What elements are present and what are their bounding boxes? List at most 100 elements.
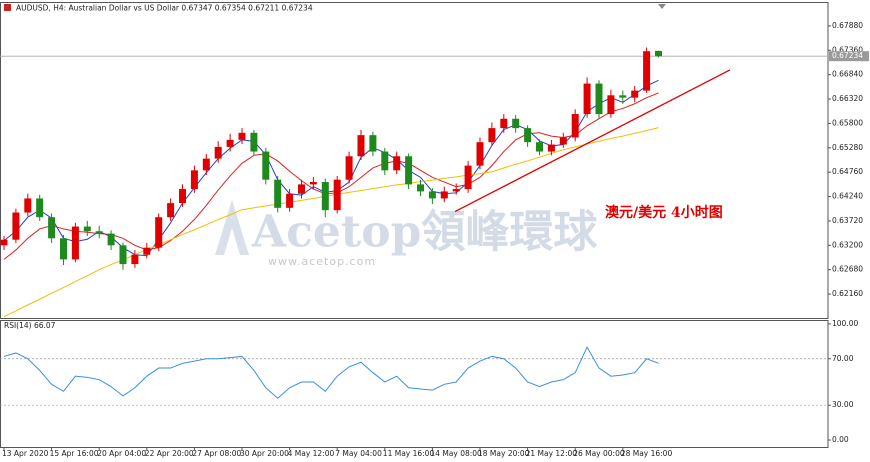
y-tick-label: 0.63720: [832, 216, 863, 225]
x-tick-label: 4 May 12:00: [288, 449, 335, 458]
x-tick-label: 26 May 00:00: [573, 449, 625, 458]
moving-average: [3, 127, 659, 318]
y-tick-label: 0.66320: [832, 94, 863, 103]
y-tick-label: 0.66840: [832, 70, 863, 79]
candle-body: [274, 179, 282, 208]
candle-body: [417, 184, 424, 192]
candle-body: [345, 156, 353, 180]
candle-body: [226, 139, 234, 147]
candle-body: [583, 83, 591, 115]
y-tick-label: 100.00: [832, 319, 858, 328]
candle-body: [155, 217, 163, 248]
candle-body: [95, 231, 103, 234]
x-tick-label: 27 Apr 08:00: [192, 449, 241, 458]
candle-body: [357, 135, 365, 157]
x-tick-label: 30 Apr 20:00: [240, 449, 289, 458]
candle-body: [405, 156, 413, 185]
candle-body: [286, 193, 294, 208]
candle-body: [36, 198, 44, 218]
price-pane: [0, 2, 829, 319]
shift-marker: [658, 4, 666, 9]
x-tick-label: 14 May 08:00: [430, 449, 482, 458]
candle-body: [309, 182, 317, 185]
x-tick-label: 15 Apr 16:00: [50, 449, 99, 458]
candle-body: [83, 226, 91, 232]
symbol-icon: [4, 4, 11, 11]
candle-body: [333, 179, 341, 211]
y-tick-label: 30.00: [832, 400, 854, 409]
y-tick-label: 0.63200: [832, 240, 863, 249]
candle-body: [107, 233, 115, 246]
x-tick-label: 13 Apr 2020: [2, 449, 49, 458]
candle-body: [655, 50, 662, 57]
rsi-line: [3, 346, 659, 399]
y-tick-label: 0.00: [832, 435, 849, 444]
chart-title: AUDUSD, H4: Australian Dollar vs US Doll…: [16, 4, 313, 13]
watermark-logo: [215, 200, 249, 255]
x-tick-label: 18 May 20:00: [478, 449, 530, 458]
x-tick-label: 11 May 16:00: [383, 449, 435, 458]
x-tick-label: 21 May 12:00: [526, 449, 578, 458]
candle-body: [619, 95, 627, 98]
candle-body: [559, 137, 567, 145]
candle-body: [381, 151, 389, 171]
candle-body: [190, 170, 198, 190]
candle-body: [536, 142, 543, 152]
candle-body: [631, 90, 639, 98]
candle-body: [643, 51, 651, 91]
rsi-pane: [0, 320, 829, 448]
rsi-title: RSI(14) 66.07: [4, 321, 56, 330]
candle-body: [238, 132, 246, 140]
candle-body: [250, 132, 258, 152]
candle-body: [547, 144, 555, 152]
y-tick-label: 70.00: [832, 354, 854, 363]
y-tick-label: 0.62680: [832, 265, 863, 274]
candle-body: [214, 146, 222, 159]
candle-body: [60, 238, 67, 260]
candle-body: [476, 142, 484, 166]
candle-body: [595, 83, 603, 115]
watermark-url: www.acetop.com: [268, 255, 376, 268]
candle-body: [452, 189, 460, 192]
candle-body: [321, 182, 329, 211]
candle-body: [369, 135, 377, 152]
candle-body: [179, 189, 186, 204]
y-tick-label: 0.64760: [832, 167, 863, 176]
x-tick-label: 28 May 16:00: [621, 449, 673, 458]
y-tick-label: 0.65280: [832, 143, 863, 152]
candle-body: [607, 95, 615, 115]
candle-body: [24, 198, 32, 213]
y-tick-label: 0.62160: [832, 289, 863, 298]
x-tick-label: 20 Apr 04:00: [97, 449, 146, 458]
candle-body: [440, 191, 448, 199]
candle-body: [131, 254, 139, 265]
last-price-label: 0.67234: [832, 51, 863, 60]
y-tick-label: 0.65800: [832, 118, 863, 127]
watermark: Acetop領峰環球: [251, 207, 598, 258]
candle-body: [298, 184, 305, 194]
candle-body: [524, 128, 532, 143]
last-price-box: [829, 51, 869, 62]
candle-body: [500, 118, 508, 129]
y-tick-label: 0.64240: [832, 192, 863, 201]
candle-body: [428, 191, 436, 199]
candle-body: [262, 151, 270, 180]
y-tick-label: 0.67360: [832, 45, 863, 54]
candle-body: [12, 212, 20, 240]
candle-body: [464, 165, 472, 190]
trendline: [454, 69, 731, 213]
x-tick-label: 22 Apr 20:00: [145, 449, 194, 458]
candle-body: [119, 245, 127, 265]
annotation: 澳元/美元 4小时图: [605, 204, 723, 221]
y-tick-label: 0.67880: [832, 21, 863, 30]
candle-body: [488, 128, 496, 143]
candle-body: [143, 247, 151, 255]
candle-body: [512, 118, 520, 129]
candle-body: [571, 114, 579, 138]
candle-body: [71, 226, 79, 260]
candle-body: [48, 217, 56, 239]
candle-body: [0, 239, 8, 246]
candle-body: [167, 203, 175, 218]
